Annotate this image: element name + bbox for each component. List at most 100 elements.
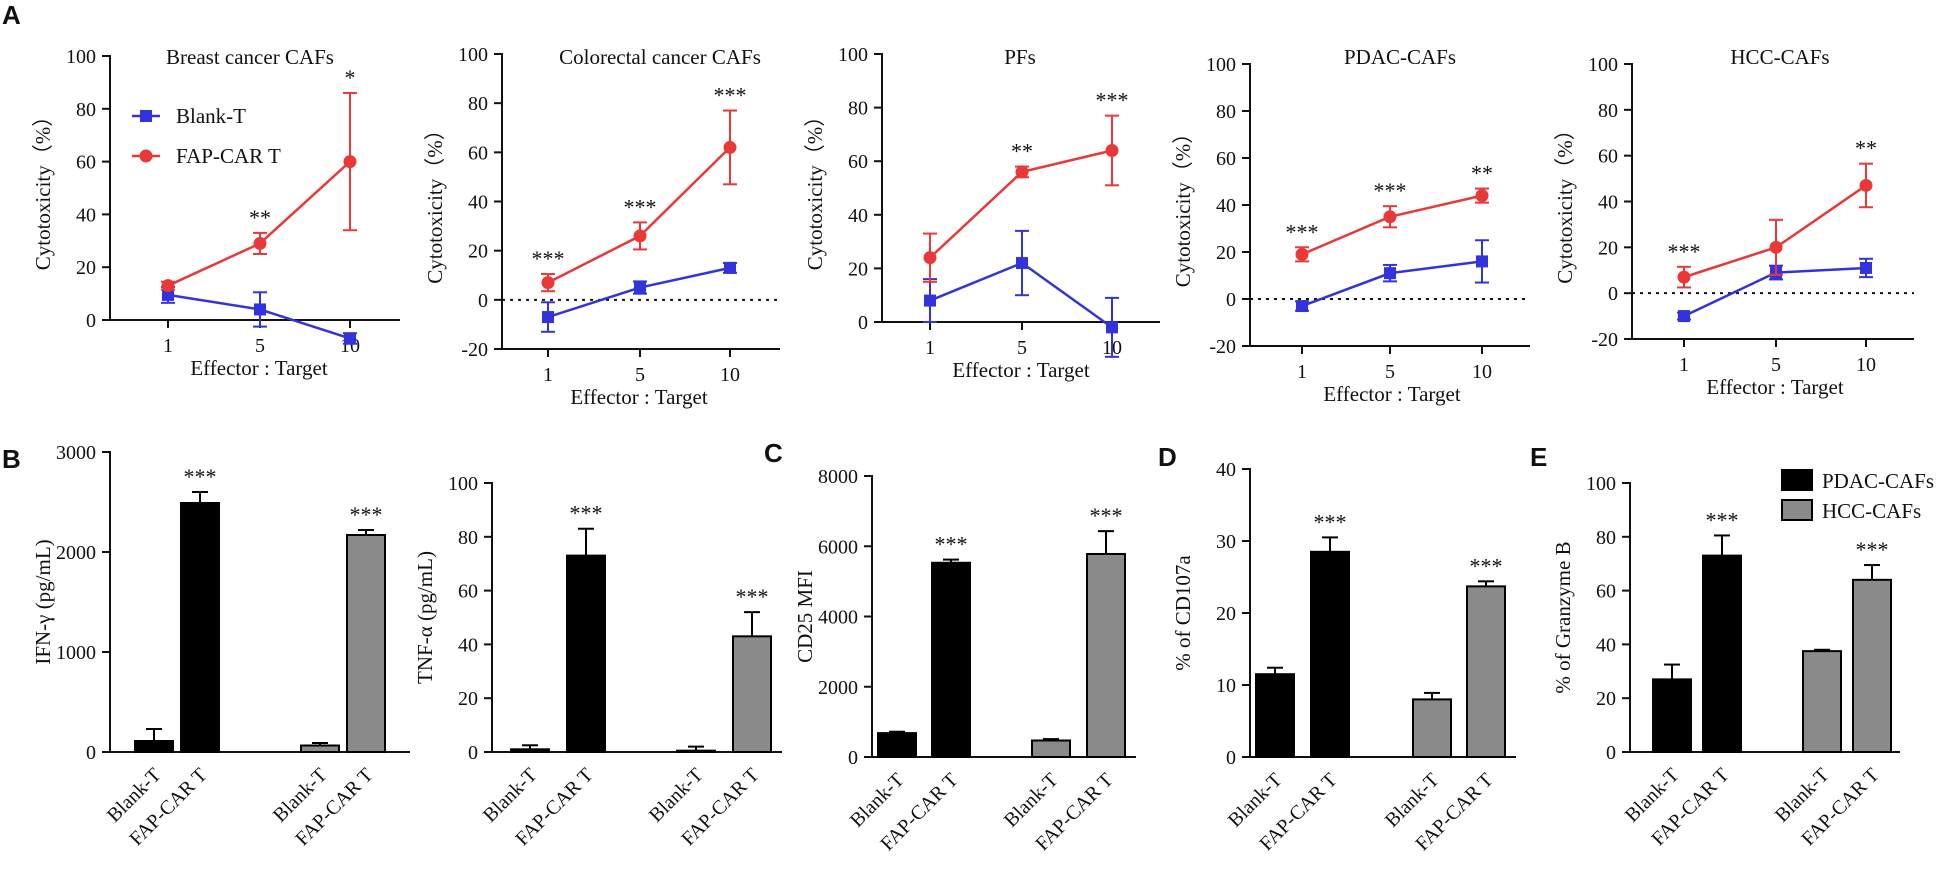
colorectal-chart-title: Colorectal cancer CAFs <box>559 45 761 69</box>
pdac-x-tick-label: 1 <box>1297 361 1307 383</box>
granzyme-bar <box>1852 578 1892 754</box>
cd25-y-axis-label: CD25 MFI <box>793 570 817 663</box>
legend-blank-marker <box>140 110 152 122</box>
legend-hcc-label: HCC-CAFs <box>1822 499 1921 523</box>
breast-y-tick-label: 0 <box>86 310 96 332</box>
breast-y-tick-label: 40 <box>76 204 96 226</box>
cd25-y-tick-label: 2000 <box>818 677 858 699</box>
granzyme-y-tick-label: 80 <box>1596 527 1616 549</box>
tnfa-y-tick-label: 20 <box>458 688 478 710</box>
pfs-significance: ** <box>1011 139 1033 164</box>
colorectal-y-tick-label: 80 <box>468 93 488 115</box>
cd25-significance: *** <box>1090 503 1123 528</box>
cd107a-y-tick-label: 0 <box>1226 747 1236 769</box>
breast-line-chart: Breast cancer CAFs 0 20 40 60 80 100 Cytotoxici… <box>31 45 400 380</box>
ifng-significance: *** <box>350 502 383 527</box>
tnfa-y-tick-label: 40 <box>458 634 478 656</box>
ifng-y-tick-label: 2000 <box>56 542 96 564</box>
granzyme-y-tick-label: 0 <box>1606 742 1616 764</box>
pfs-x-tick-label: 1 <box>925 337 935 359</box>
pdac-x-tick-label: 5 <box>1385 361 1395 383</box>
cd107a-y-tick-label: 30 <box>1216 531 1236 553</box>
cd25-bar <box>931 561 971 758</box>
cd107a-significance: *** <box>1314 509 1347 534</box>
cd107a-bar <box>1310 550 1350 758</box>
legend-blank-label: Blank-T <box>176 104 246 128</box>
hcc-y-tick-label: 100 <box>1588 54 1618 76</box>
ifng-bar <box>134 740 174 753</box>
cd107a-significance: *** <box>1470 553 1503 578</box>
hcc-y-tick-label: 40 <box>1598 192 1618 214</box>
hcc-point-car <box>1859 178 1873 192</box>
cd107a-bar <box>1255 673 1295 759</box>
colorectal-x-tick-label: 1 <box>543 364 553 386</box>
colorectal-point-car <box>723 140 737 154</box>
granzyme-y-tick-label: 40 <box>1596 634 1616 656</box>
colorectal-line-chart: Colorectal cancer CAFs -20 0 20 40 60 80 100 Cyt… <box>423 44 780 409</box>
hcc-y-tick-label: 0 <box>1608 283 1618 305</box>
cd25-y-tick-label: 4000 <box>818 607 858 629</box>
colorectal-point-car <box>541 276 555 290</box>
pfs-x-axis-label: Effector : Target <box>952 358 1089 382</box>
breast-x-tick-label: 5 <box>255 335 265 357</box>
breast-significance: ** <box>249 205 271 230</box>
tnfa-y-tick-label: 100 <box>448 473 478 495</box>
ifng-y-tick-label: 0 <box>86 742 96 764</box>
tnfa-bar <box>510 748 550 753</box>
panel-letter-c: C <box>764 438 783 468</box>
pfs-y-tick-label: 0 <box>858 312 868 334</box>
breast-point-car <box>253 236 267 250</box>
tnfa-significance: *** <box>570 501 603 526</box>
colorectal-point-blank <box>634 281 646 294</box>
tnfa-bar <box>732 635 772 754</box>
pfs-y-tick-label: 40 <box>848 205 868 227</box>
pfs-x-tick-label: 5 <box>1017 337 1027 359</box>
colorectal-x-axis-label: Effector : Target <box>570 385 707 409</box>
hcc-y-tick-label: -20 <box>1591 329 1618 351</box>
hcc-x-axis-label: Effector : Target <box>1706 375 1843 399</box>
hcc-significance: ** <box>1855 136 1877 161</box>
pdac-point-car <box>1475 189 1489 203</box>
pdac-y-tick-label: -20 <box>1209 336 1236 358</box>
cd107a-y-tick-label: 20 <box>1216 603 1236 625</box>
cd107a-bar <box>1412 698 1452 759</box>
tnfa-y-axis-label: TNF-α (pg/mL) <box>413 551 437 684</box>
cd25-bar <box>1086 552 1126 758</box>
breast-y-axis-label: Cytotoxicity（%） <box>31 106 55 271</box>
colorectal-x-tick-label: 5 <box>635 364 645 386</box>
pfs-point-blank <box>1106 321 1118 334</box>
ifng-bar <box>346 534 386 753</box>
breast-chart-title: Breast cancer CAFs <box>166 45 334 69</box>
pdac-y-axis-label: Cytotoxicity（%） <box>1171 123 1195 288</box>
pfs-y-tick-label: 20 <box>848 258 868 280</box>
cd25-y-tick-label: 6000 <box>818 536 858 558</box>
line-legend: Blank-T FAP-CAR T <box>132 104 281 168</box>
cd25-significance: *** <box>935 532 968 557</box>
tnfa-y-tick-label: 60 <box>458 581 478 603</box>
colorectal-y-tick-label: -20 <box>461 339 488 361</box>
granzyme-y-axis-label: % of Granzyme B <box>1551 541 1575 693</box>
pdac-chart-title: PDAC-CAFs <box>1344 45 1456 69</box>
tnfa-significance: *** <box>736 584 769 609</box>
hcc-x-tick-label: 5 <box>1771 354 1781 376</box>
breast-x-axis-label: Effector : Target <box>190 356 327 380</box>
pdac-y-tick-label: 100 <box>1206 54 1236 76</box>
hcc-x-tick-label: 1 <box>1679 354 1689 376</box>
breast-x-tick-label: 1 <box>163 335 173 357</box>
pdac-series-line-car <box>1301 194 1483 256</box>
pfs-point-car <box>923 251 937 265</box>
pdac-point-blank <box>1476 255 1488 268</box>
pfs-point-blank <box>1016 257 1028 270</box>
pdac-point-car <box>1295 247 1309 261</box>
breast-point-blank <box>162 288 174 301</box>
granzyme-y-tick-label: 20 <box>1596 688 1616 710</box>
pdac-line-chart: PDAC-CAFs -20 0 20 40 60 80 100 Cytotoxicity（%） 1… <box>1171 45 1530 406</box>
hcc-x-tick-label: 10 <box>1856 354 1876 376</box>
hcc-y-tick-label: 20 <box>1598 237 1618 259</box>
colorectal-significance: *** <box>624 194 657 219</box>
tnfa-y-tick-label: 0 <box>468 742 478 764</box>
